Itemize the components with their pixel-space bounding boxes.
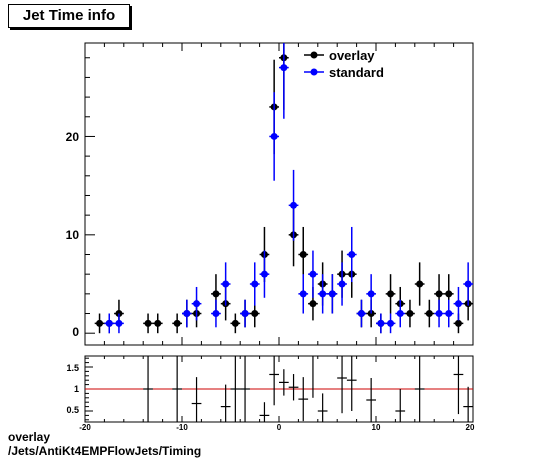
data-point: [396, 310, 404, 318]
data-point: [319, 290, 327, 298]
data-point: [115, 319, 123, 327]
ratio-y-tick-label: 1.5: [66, 363, 79, 373]
data-point: [251, 310, 259, 318]
data-point: [270, 132, 278, 140]
ratio-y-tick-label: 0.5: [66, 405, 79, 415]
main-plot-frame: [84, 42, 474, 346]
data-point: [357, 310, 365, 318]
data-point: [309, 270, 317, 278]
footer-line-1: overlay: [8, 430, 51, 444]
data-point: [454, 319, 462, 327]
data-point: [173, 319, 181, 327]
data-point: [435, 310, 443, 318]
main-y-tick-labels: 0 10 20: [66, 130, 80, 339]
ratio-axis-ticks: [84, 356, 474, 422]
data-point: [445, 290, 453, 298]
main-series-group: [94, 43, 473, 334]
data-point: [348, 250, 356, 258]
data-point: [464, 280, 472, 288]
x-tick-label: 0: [277, 423, 282, 432]
legend-standard-marker: [310, 68, 318, 76]
x-tick-label: 10: [372, 423, 381, 432]
data-point: [435, 290, 443, 298]
data-point: [377, 319, 385, 327]
data-point: [367, 290, 375, 298]
data-point: [96, 319, 104, 327]
data-point: [387, 290, 395, 298]
data-point: [212, 310, 220, 318]
footer-caption: overlay /Jets/AntiKt4EMPFlowJets/Timing: [8, 430, 201, 458]
data-point: [154, 319, 162, 327]
x-tick-label: -20: [79, 423, 91, 432]
ratio-y-tick-label: 1: [74, 384, 79, 394]
legend-overlay-marker: [310, 51, 318, 59]
data-point: [328, 290, 336, 298]
data-point: [290, 201, 298, 209]
main-y-tick-label: 10: [66, 228, 80, 242]
data-point: [183, 310, 191, 318]
data-point: [406, 310, 414, 318]
data-point: [299, 290, 307, 298]
ratio-series-group: [143, 356, 473, 422]
data-point: [212, 290, 220, 298]
data-point: [454, 300, 462, 308]
chart-title: Jet Time info: [8, 4, 130, 28]
x-tick-label: -10: [176, 423, 188, 432]
data-point: [144, 319, 152, 327]
series-standard: [104, 43, 473, 334]
ratio-x-tick-labels: -20 -10 0 10 20: [79, 423, 475, 432]
data-point: [251, 280, 259, 288]
data-point: [309, 300, 317, 308]
data-point: [299, 250, 307, 258]
data-point: [387, 319, 395, 327]
data-point: [425, 310, 433, 318]
main-y-tick-label: 0: [72, 325, 79, 339]
data-point: [416, 280, 424, 288]
data-point: [241, 310, 249, 318]
data-point: [193, 300, 201, 308]
ratio-series: [143, 356, 473, 422]
legend: overlay standard: [304, 48, 384, 80]
data-point: [445, 310, 453, 318]
main-axis-ticks: [84, 43, 474, 345]
data-point: [280, 64, 288, 72]
data-point: [231, 319, 239, 327]
data-point: [338, 280, 346, 288]
x-tick-label: 20: [466, 423, 475, 432]
legend-overlay-label: overlay: [329, 48, 375, 63]
ratio-y-tick-labels: 0.5 1 1.5: [66, 363, 79, 415]
main-y-tick-label: 20: [66, 130, 80, 144]
data-point: [222, 280, 230, 288]
data-point: [105, 319, 113, 327]
data-point: [260, 270, 268, 278]
legend-standard-label: standard: [329, 65, 384, 80]
footer-line-2: /Jets/AntiKt4EMPFlowJets/Timing: [8, 444, 202, 458]
